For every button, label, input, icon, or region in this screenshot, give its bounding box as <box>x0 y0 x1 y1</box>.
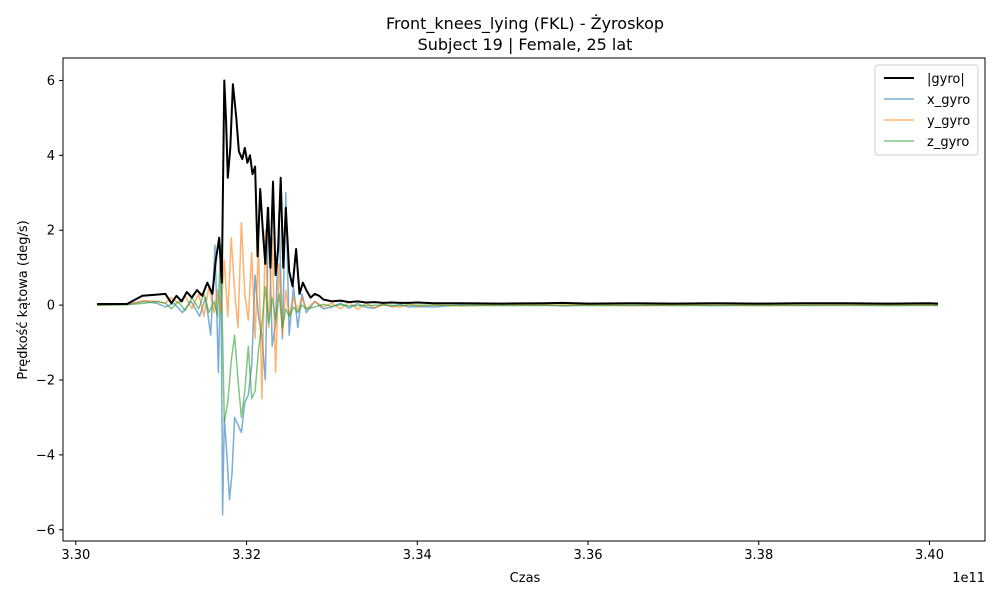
y-tick-label: −6 <box>36 523 55 538</box>
x-tick-label: 3.30 <box>61 548 90 563</box>
series-layer <box>97 79 939 516</box>
y-axis-label: Prędkość kątowa (deg/s) <box>16 220 31 379</box>
y-tick-label: 6 <box>47 74 55 89</box>
y-tick-label: 0 <box>47 299 55 314</box>
legend-label: |gyro| <box>927 72 965 87</box>
legend-label: y_gyro <box>927 114 970 129</box>
plot-area-frame <box>62 57 986 542</box>
y-tick-label: 4 <box>47 149 55 164</box>
legend-label: z_gyro <box>927 135 969 150</box>
legend-label: x_gyro <box>927 93 970 108</box>
chart-title-line2: Subject 19 | Female, 25 lat <box>418 35 633 54</box>
series-line-gyro <box>97 79 939 305</box>
x-tick-label: 3.34 <box>403 548 432 563</box>
legend: |gyro| x_gyro y_gyro z_gyro <box>874 64 979 156</box>
x-axis-offset-label: 1e11 <box>952 571 985 586</box>
x-tick-label: 3.32 <box>232 548 261 563</box>
chart-title-line1: Front_knees_lying (FKL) - Żyroskop <box>386 14 664 34</box>
y-tick-label: 2 <box>47 224 55 239</box>
legend-box <box>874 64 979 156</box>
y-tick-label: −4 <box>36 448 55 463</box>
x-tick-label: 3.38 <box>744 548 773 563</box>
legend-items: |gyro| x_gyro y_gyro z_gyro <box>884 72 970 150</box>
x-tick-label: 3.40 <box>915 548 944 563</box>
y-tick-label: −2 <box>36 374 55 389</box>
x-axis-label: Czas <box>510 571 541 586</box>
ticks-layer: 3.30 3.32 3.34 3.36 3.38 3.40 −6 −4 −2 0 2 4 6 <box>36 74 944 563</box>
x-tick-label: 3.36 <box>574 548 603 563</box>
